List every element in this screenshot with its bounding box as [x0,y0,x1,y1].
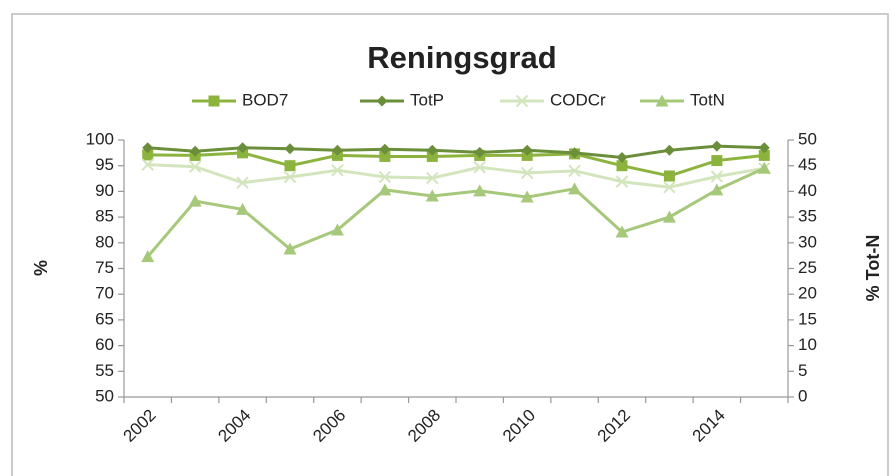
marker [569,147,581,159]
marker [663,144,675,156]
y2-tick-label: 5 [798,361,807,380]
y-tick-label: 80 [95,232,114,251]
chart-title: Reningsgrad [367,40,556,75]
y2-tick-label: 45 [798,155,817,174]
marker [331,144,343,156]
marker [521,144,533,156]
legend-label: CODCr [550,90,606,109]
y-tick-label: 65 [95,309,114,328]
marker [758,149,770,161]
marker [378,183,392,196]
marker [284,143,296,155]
marker [236,176,249,189]
marker [615,175,629,188]
y-tick-label: 75 [95,258,114,277]
marker [515,94,529,108]
marker [615,225,629,238]
legend-label: BOD7 [242,90,288,109]
marker [663,181,676,194]
marker [710,170,724,183]
y2-tick-label: 20 [798,284,817,303]
series-line [147,163,765,189]
marker [662,210,676,223]
series-line [147,144,765,159]
marker [188,160,202,173]
marker [189,145,201,157]
marker [473,161,486,174]
y-tick-label: 70 [95,284,114,303]
marker [710,183,724,196]
marker [473,184,487,197]
marker [568,182,582,195]
marker [376,95,388,107]
marker [284,160,296,172]
y2-tick-label: 30 [798,232,817,251]
marker [616,151,628,163]
marker [616,160,628,172]
series-line [147,151,765,178]
marker [331,164,344,177]
marker [426,144,438,156]
y-tick-label: 50 [95,386,114,405]
marker [142,149,154,161]
marker [283,242,297,255]
y-tick-label: 90 [95,181,114,200]
y2-tick-label: 40 [798,181,817,200]
marker [663,170,675,182]
legend-label: TotN [690,90,725,109]
y2-tick-label: 0 [798,386,807,405]
marker [379,143,391,155]
y-tick-label: 60 [95,335,114,354]
marker [188,194,202,207]
series-line [146,166,765,258]
marker [426,150,438,162]
legend-label: TotP [410,90,444,109]
marker [330,223,344,236]
marker [208,95,220,107]
marker [283,170,297,184]
y-tick-label: 55 [95,361,114,380]
marker [378,170,392,184]
marker [379,150,391,162]
y2-tick-label: 35 [798,207,817,226]
marker [520,166,534,180]
y-tick-label: 100 [86,129,114,148]
y2-tick-label: 50 [798,129,817,148]
y-tick-label: 85 [95,207,114,226]
y2-axis-label: % Tot-N [863,235,883,302]
marker [425,189,439,202]
marker [426,171,439,185]
chart-frame [11,13,889,476]
marker [142,142,154,154]
y2-tick-label: 10 [798,335,817,354]
y-tick-label: 95 [95,155,114,174]
marker [568,164,581,178]
marker [711,140,723,152]
marker [757,161,771,174]
marker [237,142,249,154]
marker [711,155,723,167]
marker [141,250,155,263]
marker [474,146,486,158]
marker [655,94,669,107]
marker [236,202,250,215]
y-axis-label: % [31,260,51,276]
marker [758,142,770,154]
marker [520,190,534,203]
marker [141,158,154,171]
y2-tick-label: 15 [798,309,817,328]
y2-tick-label: 25 [798,258,817,277]
